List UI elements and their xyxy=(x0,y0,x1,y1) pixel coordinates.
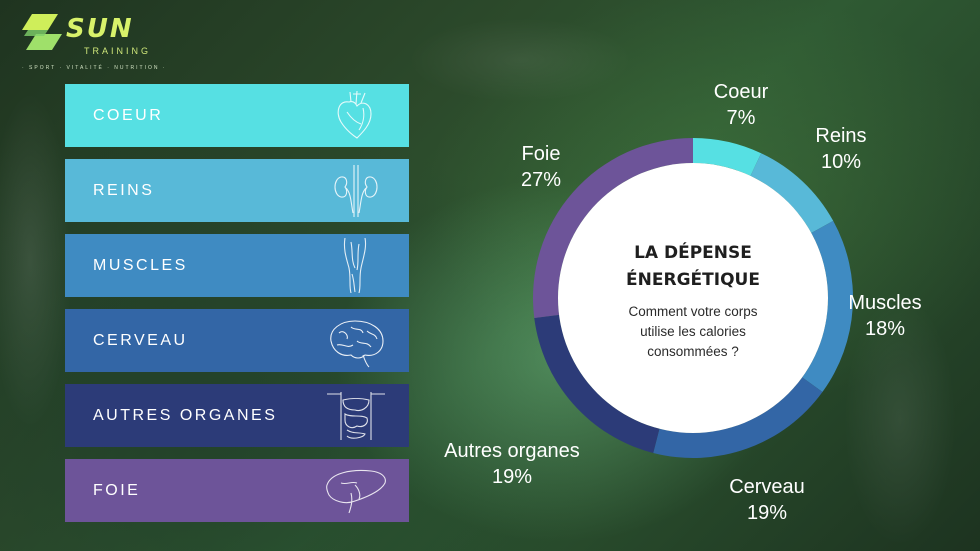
data-label-cerveau: Cerveau 19% xyxy=(682,474,852,526)
legend-bar-muscles: MUSCLES xyxy=(65,234,409,297)
legend-bar-label: COEUR xyxy=(93,106,164,124)
logo-wordmark: SUN xyxy=(66,14,134,44)
logo-tagline: · SPORT · VITALITÉ · NUTRITION · xyxy=(22,65,167,71)
brain-icon xyxy=(330,320,384,368)
legend-bar-autres-organes: AUTRES ORGANES xyxy=(65,384,409,447)
data-label-name: Muscles xyxy=(848,292,922,314)
donut-slice-muscles xyxy=(802,220,853,393)
data-label-name: Foie xyxy=(521,143,561,165)
legend-bar-cerveau: CERVEAU xyxy=(65,309,409,372)
donut-slice-reins xyxy=(750,153,834,233)
legend-bar-label: AUTRES ORGANES xyxy=(93,406,278,424)
data-label-name: Coeur xyxy=(713,81,769,103)
legend-bar-label: CERVEAU xyxy=(93,331,188,349)
data-label-reins: Reins 10% xyxy=(756,123,926,175)
chart-subtitle-line: consommées ? xyxy=(647,344,739,359)
donut-slice-coeur xyxy=(693,138,762,176)
heart-icon xyxy=(337,90,372,139)
sun-training-logo: SUN TRAINING · SPORT · VITALITÉ · NUTRIT… xyxy=(18,10,165,74)
donut-center xyxy=(558,163,828,433)
data-label-autres-organes: Autres organes 19% xyxy=(412,438,612,490)
data-label-value: 18% xyxy=(864,318,906,340)
chart-subtitle-line: Comment votre corps xyxy=(628,304,758,319)
legend-bars: COEUR REINS MUSCLES xyxy=(65,84,409,534)
chart-subtitle-line: utilise les calories xyxy=(640,324,746,339)
chart-title-line: ÉNERGÉTIQUE xyxy=(626,270,760,290)
legend-bar-foie: FOIE xyxy=(65,459,409,522)
liver-icon xyxy=(326,469,386,514)
data-label-value: 27% xyxy=(520,169,562,191)
leg-muscles-icon xyxy=(343,238,367,293)
kidneys-icon xyxy=(334,165,378,217)
abdominal-organs-icon xyxy=(327,392,385,440)
data-label-muscles: Muscles 18% xyxy=(800,290,970,342)
data-label-value: 7% xyxy=(726,107,756,129)
donut-slice-foie xyxy=(533,138,693,319)
legend-bar-label: REINS xyxy=(93,181,155,199)
data-label-name: Autres organes xyxy=(444,440,580,462)
legend-bar-label: MUSCLES xyxy=(93,256,188,274)
chart-title: LA DÉPENSE ÉNERGÉTIQUE xyxy=(598,240,788,294)
legend-bar-label: FOIE xyxy=(93,481,141,499)
data-label-value: 19% xyxy=(491,466,533,488)
data-label-name: Reins xyxy=(815,125,867,147)
legend-bar-coeur: COEUR xyxy=(65,84,409,147)
data-label-name: Cerveau xyxy=(729,476,805,498)
donut-slice-cerveau xyxy=(653,377,823,458)
data-label-value: 10% xyxy=(820,151,862,173)
chart-subtitle: Comment votre corps utilise les calories… xyxy=(598,302,788,362)
data-label-foie: Foie 27% xyxy=(456,141,626,193)
logo-mark-icon xyxy=(22,14,62,50)
chart-title-line: LA DÉPENSE xyxy=(634,243,752,263)
data-label-value: 19% xyxy=(746,502,788,524)
donut-slice-autres-organes xyxy=(534,314,660,453)
logo-subtitle: TRAINING xyxy=(84,46,152,56)
legend-bar-reins: REINS xyxy=(65,159,409,222)
data-label-coeur: Coeur 7% xyxy=(656,79,826,131)
